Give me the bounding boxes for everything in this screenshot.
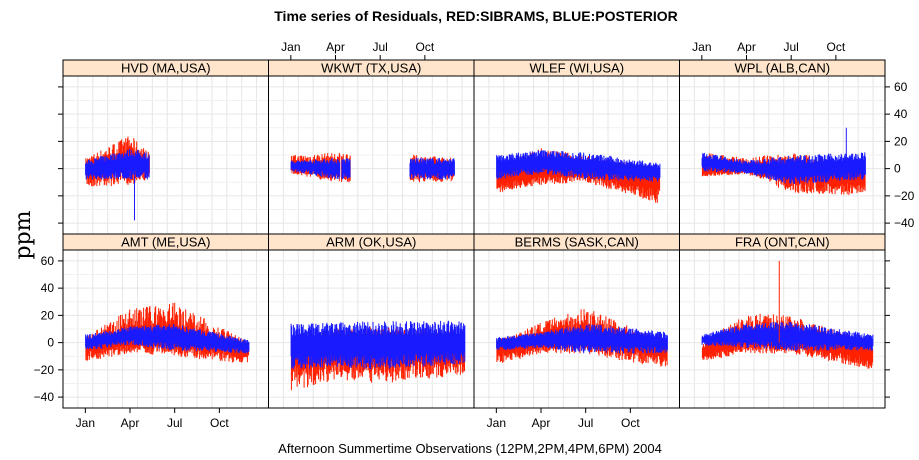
panel-strip-label: HVD (MA,USA): [121, 61, 211, 76]
series-posterior: [701, 321, 874, 351]
axes: Jan Apr Jul Oct Jan Apr Jul Oct Jan Apr Jul Oct Jan A…: [34, 40, 915, 430]
panel-grid-lines: [63, 76, 269, 234]
panel-strip-label: ARM (OK,USA): [326, 235, 416, 250]
x-axis-tick-label: Jan: [487, 416, 506, 430]
series-posterior: [85, 324, 250, 354]
x-axis-tick-label: Apr: [737, 40, 756, 54]
x-axis-tick-label: Jan: [281, 40, 300, 54]
panel-strip-label: AMT (ME,USA): [121, 235, 210, 250]
panel-strip-label: WPL (ALB,CAN): [734, 61, 830, 76]
series-posterior: [701, 152, 866, 184]
y-axis-tick-label: −20: [34, 363, 55, 377]
series-posterior: [85, 148, 150, 180]
panel-grid-lines: [474, 76, 680, 234]
y-axis-tick-label: 20: [894, 134, 908, 148]
panel-strip-label: BERMS (SASK,CAN): [515, 235, 639, 250]
y-axis-tick-label: 40: [41, 281, 55, 295]
series-posterior: [496, 324, 668, 354]
y-axis-title: ppm: [11, 210, 36, 259]
y-axis-tick-label: 0: [894, 162, 901, 176]
x-axis-tick-label: Oct: [416, 40, 435, 54]
y-axis-tick-label: −20: [894, 189, 915, 203]
panel-grid-lines: [679, 76, 885, 234]
x-axis-tick-label: Oct: [621, 416, 640, 430]
panel-grid: HVD (MA,USA) WKWT (TX,USA) WLEF (WI,USA) WP…: [34, 40, 915, 430]
panel-7: BERMS (SASK,CAN): [473, 233, 680, 409]
y-axis-tick-label: 60: [41, 254, 55, 268]
y-axis-tick-label: 20: [41, 308, 55, 322]
panel-1: HVD (MA,USA): [62, 59, 269, 235]
chart-title: Time series of Residuals, RED:SIBRAMS, B…: [274, 8, 678, 24]
x-axis-tick-label: Apr: [121, 416, 140, 430]
panel-grid-lines: [268, 76, 474, 234]
panel-5: AMT (ME,USA): [62, 233, 269, 409]
panel-2: WKWT (TX,USA): [268, 59, 475, 235]
panel-6: ARM (OK,USA): [268, 233, 475, 409]
x-axis-tick-label: Jul: [167, 416, 182, 430]
series-posterior: [290, 320, 466, 370]
panel-8: FRA (ONT,CAN): [679, 233, 886, 409]
y-axis-tick-label: 0: [47, 336, 54, 350]
y-axis-tick-label: 40: [894, 107, 908, 121]
panel-border: [679, 249, 886, 409]
panel-3: WLEF (WI,USA): [473, 59, 680, 235]
x-axis-tick-label: Apr: [326, 40, 345, 54]
y-axis-tick-label: 60: [894, 80, 908, 94]
panel-4: WPL (ALB,CAN): [679, 59, 886, 235]
x-axis-tick-label: Apr: [532, 416, 551, 430]
x-axis-tick-label: Jan: [692, 40, 711, 54]
x-axis-tick-label: Jan: [76, 416, 95, 430]
panel-strip-label: WKWT (TX,USA): [321, 61, 421, 76]
x-axis-tick-label: Oct: [827, 40, 846, 54]
x-axis-tick-label: Jul: [784, 40, 799, 54]
series-posterior: [290, 157, 455, 180]
panel-strip-label: WLEF (WI,USA): [529, 61, 624, 76]
x-axis-tick-label: Jul: [373, 40, 388, 54]
x-axis-title: Afternoon Summertime Observations (12PM,…: [278, 441, 662, 456]
series-posterior: [496, 150, 661, 182]
x-axis-tick-label: Jul: [578, 416, 593, 430]
y-axis-tick-label: −40: [34, 390, 55, 404]
x-axis-tick-label: Oct: [210, 416, 229, 430]
panel-strip-label: FRA (ONT,CAN): [735, 235, 830, 250]
y-axis-tick-label: −40: [894, 216, 915, 230]
